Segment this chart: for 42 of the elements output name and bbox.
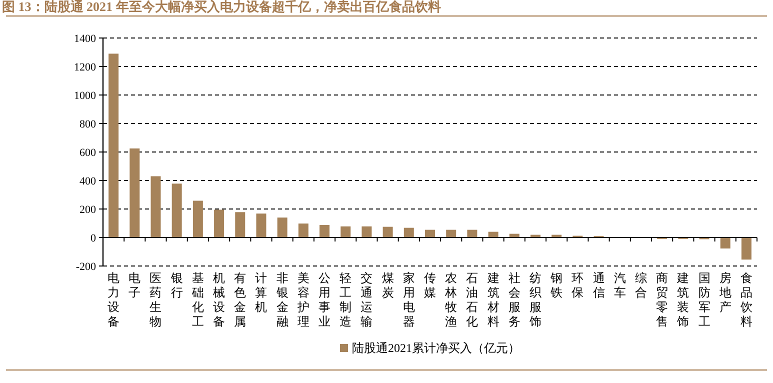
- xtick: 纺织服饰: [529, 271, 542, 328]
- xtick: 农林牧渔: [445, 271, 458, 328]
- xtick: 银行: [170, 271, 183, 300]
- xtick: 房地产: [719, 271, 732, 314]
- xtick: 通信: [592, 271, 605, 300]
- ytick: 600: [80, 147, 96, 159]
- xtick: 建筑装饰: [677, 271, 690, 328]
- ytick: 0: [90, 232, 96, 244]
- ytick: 1400: [74, 33, 96, 45]
- xtick: 美容护理: [297, 271, 310, 328]
- ytick: 200: [80, 204, 96, 216]
- xtick: 机械设备: [213, 271, 226, 328]
- xtick: 国防军工: [698, 271, 710, 328]
- ytick: 1000: [74, 90, 96, 102]
- xtick: 电力设备: [108, 271, 120, 328]
- ytick: 1200: [74, 62, 96, 74]
- xtick: 煤炭: [382, 271, 394, 300]
- xtick: 公用事业: [318, 271, 331, 328]
- xtick: 电子: [128, 271, 141, 300]
- title: 图 13：陆股通 2021 年至今大幅净买入电力设备超千亿，净卖出百亿食品饮料: [2, 0, 441, 14]
- ytick: 400: [80, 176, 96, 188]
- legend: 陆股通2021累计净买入（亿元）: [340, 341, 520, 355]
- xtick: 非银金融: [276, 271, 288, 328]
- xtick: 计算机: [255, 271, 268, 314]
- xtick: 环保: [572, 271, 584, 300]
- xtick: 综合: [634, 271, 647, 300]
- xtick: 石油石化: [466, 271, 478, 328]
- xtick: 交通运输: [360, 271, 373, 328]
- xtick: 商贸零售: [656, 271, 668, 328]
- xtick: 食品饮料: [740, 271, 752, 328]
- xtick: 家用电器: [402, 271, 415, 328]
- xtick: 基础化工: [192, 271, 204, 328]
- ytick: -200: [76, 261, 96, 273]
- ytick: 800: [80, 118, 96, 130]
- xtick: 汽车: [614, 271, 626, 300]
- xtick: 医药生物: [150, 271, 162, 328]
- xtick: 轻工制造: [340, 271, 352, 328]
- xtick: 传媒: [424, 271, 436, 300]
- xtick: 建筑材料: [487, 271, 500, 328]
- xtick: 钢铁: [550, 271, 563, 300]
- xtick: 社会服务: [508, 271, 520, 328]
- xtick: 有色金属: [234, 271, 246, 328]
